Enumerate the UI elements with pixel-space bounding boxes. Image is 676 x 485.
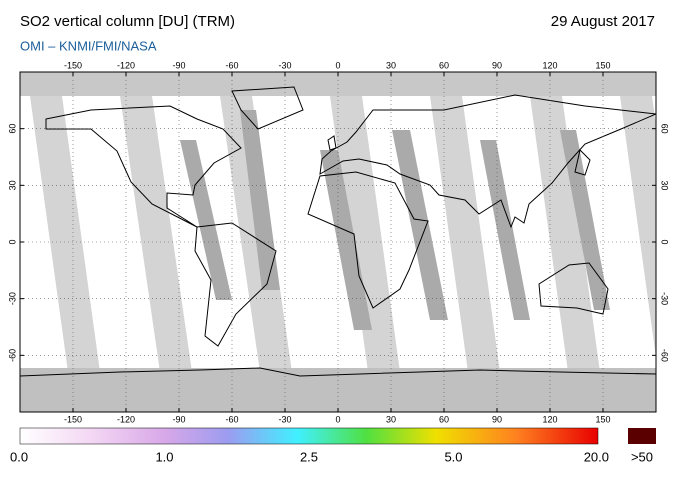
lon-label-top: -90 [172,60,185,70]
colorbar-label: 20.0 [584,449,609,464]
lon-label-bottom: -60 [225,414,238,424]
lon-label-bottom: -120 [117,414,135,424]
lat-label-left: -60 [7,349,17,362]
lat-label-right: 60 [660,124,670,134]
dark-swaths [180,110,610,330]
lon-label-top: 120 [542,60,557,70]
colorbar-label: 2.5 [300,449,318,464]
lat-label-left: -30 [7,292,17,305]
subtitle: OMI – KNMI/FMI/NASA [20,38,157,53]
lon-label-bottom: -30 [278,414,291,424]
graticule [20,72,656,412]
lat-label-right: -60 [660,349,670,362]
lat-label-left: 0 [7,239,17,244]
coastlines [20,86,656,377]
lon-label-bottom: 90 [492,414,502,424]
lon-label-top: -60 [225,60,238,70]
lon-label-top: -30 [278,60,291,70]
lon-label-bottom: 0 [335,414,340,424]
lon-label-bottom: 150 [595,414,610,424]
lon-label-top: 60 [439,60,449,70]
date: 29 August 2017 [551,13,655,30]
lat-label-right: -30 [660,292,670,305]
lon-label-bottom: 30 [386,414,396,424]
lon-label-top: -150 [64,60,82,70]
lat-label-left: 30 [7,180,17,190]
overflow-label: >50 [631,449,653,464]
colorbar-label: 1.0 [155,449,173,464]
lon-label-bottom: -150 [64,414,82,424]
lon-label-top: 30 [386,60,396,70]
colorbar-label: 5.0 [444,449,462,464]
lon-label-bottom: 60 [439,414,449,424]
title: SO2 vertical column [DU] (TRM) [20,13,235,30]
colorbar-overflow [628,428,656,444]
lon-label-bottom: -90 [172,414,185,424]
lat-label-right: 0 [660,239,670,244]
map-area [20,72,656,412]
swaths [30,96,656,372]
lat-label-right: 30 [660,180,670,190]
lon-label-top: 0 [335,60,340,70]
lon-label-bottom: 120 [542,414,557,424]
lon-label-top: 150 [595,60,610,70]
colorbar-label: 0.0 [10,449,28,464]
lon-label-top: -120 [117,60,135,70]
lon-label-top: 90 [492,60,502,70]
lat-label-left: 60 [7,124,17,134]
colorbar [19,427,599,445]
